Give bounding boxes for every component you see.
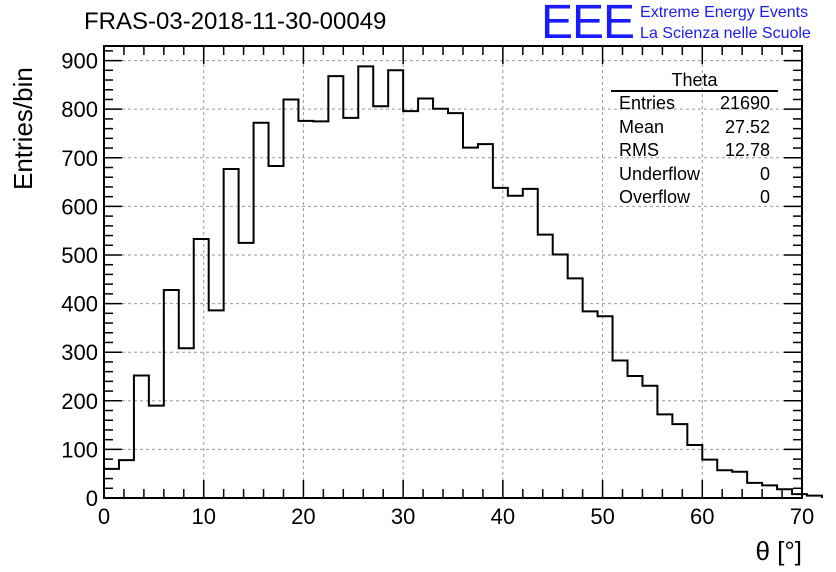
stats-value: 21690 bbox=[719, 93, 770, 113]
grid-lines bbox=[104, 46, 802, 498]
stats-label: Mean bbox=[619, 116, 665, 137]
y-tick-label: 200 bbox=[61, 389, 98, 414]
stats-label: Overflow bbox=[619, 187, 691, 207]
stats-row-rms: RMS 12.78 bbox=[611, 139, 778, 163]
y-tick-label: 100 bbox=[61, 437, 98, 462]
y-axis-label: Entries/bin bbox=[8, 67, 38, 190]
chart-title: FRAS-03-2018-11-30-00049 bbox=[84, 8, 387, 35]
stats-value: 0 bbox=[759, 163, 770, 184]
logo-line-2: La Scienza nelle Scuole bbox=[640, 25, 811, 42]
stats-value: 27.52 bbox=[724, 116, 770, 137]
x-tick-label: 30 bbox=[391, 504, 415, 529]
stats-row-overflow: Overflow 0 bbox=[611, 186, 778, 210]
y-tick-label: 0 bbox=[86, 486, 98, 511]
x-tick-label: 0 bbox=[98, 504, 110, 529]
y-tick-label: 700 bbox=[61, 146, 98, 171]
eee-logo-mark: EEE bbox=[541, 0, 635, 49]
x-tick-labels: 0 10 20 30 40 50 60 70 bbox=[98, 504, 814, 529]
y-tick-labels: 0 100 200 300 400 500 600 700 800 900 bbox=[61, 49, 98, 511]
y-tick-label: 600 bbox=[61, 194, 98, 219]
axis-ticks bbox=[103, 46, 803, 499]
stats-value: 0 bbox=[759, 187, 770, 207]
eee-logo: EEE Extreme Energy Events La Scienza nel… bbox=[541, 0, 811, 49]
stats-label: Underflow bbox=[619, 163, 701, 184]
eee-logo-text: Extreme Energy Events La Scienza nelle S… bbox=[640, 2, 811, 44]
stats-row-entries: Entries 21690 bbox=[611, 92, 778, 116]
stats-value: 12.78 bbox=[724, 140, 770, 160]
y-tick-label: 300 bbox=[61, 340, 98, 365]
stats-row-mean: Mean 27.52 bbox=[611, 116, 778, 140]
x-tick-label: 70 bbox=[790, 504, 814, 529]
y-tick-label: 800 bbox=[61, 97, 98, 122]
stats-row-underflow: Underflow 0 bbox=[611, 163, 778, 187]
x-tick-label: 60 bbox=[690, 504, 714, 529]
histogram-series bbox=[103, 65, 823, 498]
x-tick-label: 50 bbox=[590, 504, 614, 529]
y-tick-label: 500 bbox=[61, 243, 98, 268]
stats-label: RMS bbox=[619, 140, 659, 160]
x-tick-label: 20 bbox=[291, 504, 315, 529]
y-tick-label: 400 bbox=[61, 292, 98, 317]
plot-frame bbox=[103, 45, 803, 499]
y-tick-label: 900 bbox=[61, 49, 98, 74]
stats-label: Entries bbox=[619, 93, 676, 113]
x-tick-label: 40 bbox=[491, 504, 515, 529]
x-axis-label: θ [°] bbox=[755, 536, 802, 566]
stats-box: Theta Entries 21690 Mean 27.52 RMS 12.78… bbox=[611, 70, 778, 210]
x-tick-label: 10 bbox=[191, 504, 215, 529]
logo-line-1: Extreme Energy Events bbox=[640, 4, 809, 21]
stats-title: Theta bbox=[611, 70, 778, 92]
